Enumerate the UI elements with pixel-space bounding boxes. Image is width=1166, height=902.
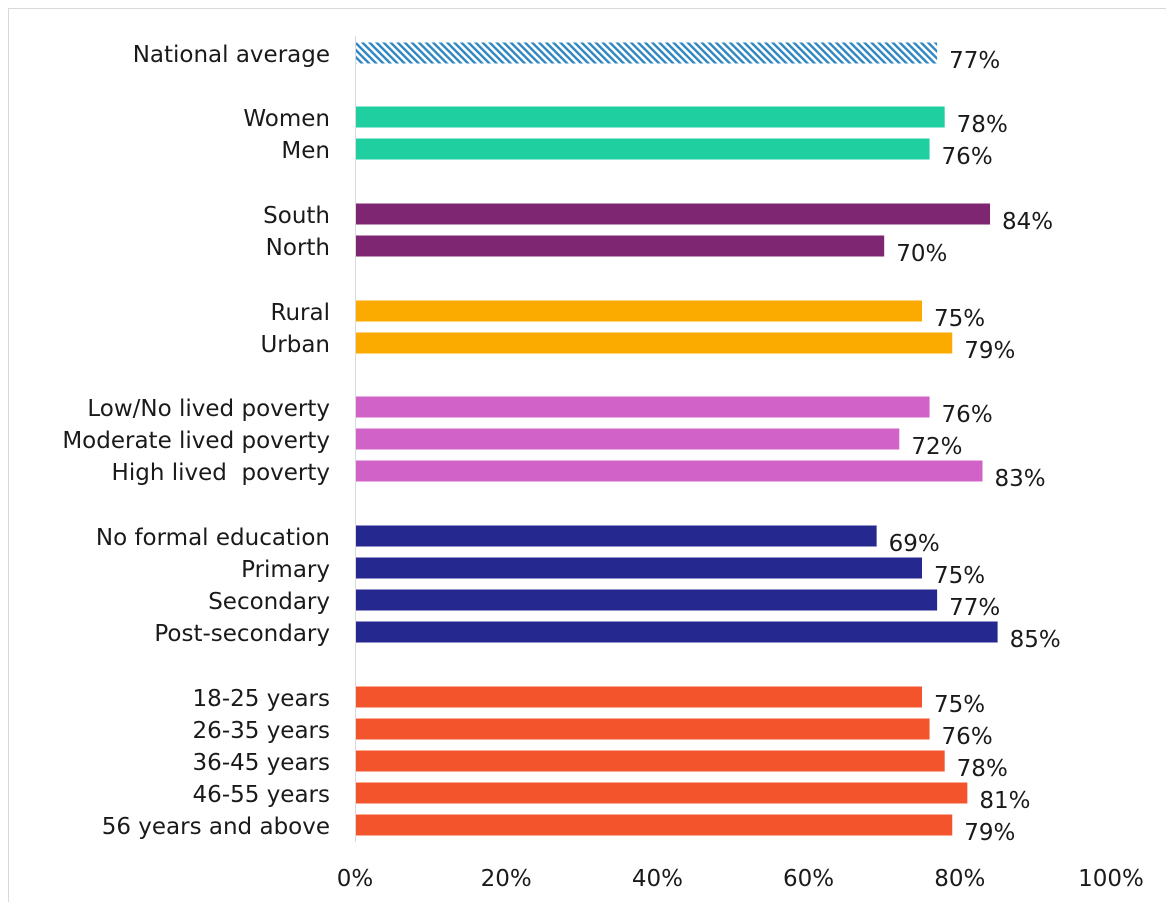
chart-frame [8,8,1166,902]
value-label-south: 84% [1002,209,1053,235]
bar-high-lived-poverty [356,460,983,482]
value-label-primary: 75% [934,563,985,589]
bar-urban [356,332,953,354]
bar-no-formal-education [356,525,877,547]
value-label-men: 76% [942,144,993,170]
bar-26-35-years [356,718,930,740]
x-tick-label: 100% [1078,866,1144,892]
bar-36-45-years [356,750,945,772]
category-label-north: North [266,235,330,261]
bar-rural [356,300,922,322]
value-label-rural: 75% [934,306,985,332]
value-label-north: 70% [896,241,947,267]
bar-national-average [356,42,938,64]
bar-post-secondary [356,621,998,643]
x-tick-label: 80% [934,866,985,892]
bar-north [356,235,885,257]
category-label-no-formal-education: No formal education [96,525,330,551]
value-label-secondary: 77% [949,595,1000,621]
value-label-46-55-years: 81% [979,788,1030,814]
category-label-26-35-years: 26-35 years [193,718,330,744]
category-label-moderate-lived-poverty: Moderate lived poverty [62,428,330,454]
category-label-low-no-lived-poverty: Low/No lived poverty [87,396,330,422]
category-label-women: Women [243,106,330,132]
x-tick-label: 60% [783,866,834,892]
bar-low-no-lived-poverty [356,396,930,418]
value-label-high-lived-poverty: 83% [994,466,1045,492]
category-label-secondary: Secondary [208,589,330,615]
category-label-46-55-years: 46-55 years [193,782,330,808]
bar-secondary [356,589,938,611]
category-label-primary: Primary [241,557,330,583]
bar-primary [356,557,922,579]
bar-46-55-years [356,782,968,804]
value-label-urban: 79% [964,338,1015,364]
bar-men [356,138,930,160]
x-tick-label: 40% [632,866,683,892]
category-label-high-lived-poverty: High lived poverty [112,460,330,486]
category-label-post-secondary: Post-secondary [154,621,330,647]
value-label-no-formal-education: 69% [889,531,940,557]
x-tick-labels: 0% 20% 40% 60% 80% 100% [337,866,1144,892]
value-label-women: 78% [957,112,1008,138]
category-labels: National average Women Men South North Rural U… [62,42,330,840]
value-label-26-35-years: 76% [942,724,993,750]
bar-18-25-years [356,686,922,708]
value-label-post-secondary: 85% [1010,627,1061,653]
bar-women [356,106,945,128]
value-label-low-no-lived-poverty: 76% [942,402,993,428]
category-label-56-years-and-above: 56 years and above [102,814,330,840]
value-labels: 77% 78% 76% 84% 70% 75% 79% 76% 72% 83% 69% 75% 77% 8… [889,48,1061,846]
value-label-36-45-years: 78% [957,756,1008,782]
category-label-rural: Rural [271,300,330,326]
value-label-national-average: 77% [949,48,1000,74]
category-label-south: South [263,203,330,229]
category-label-national-average: National average [133,42,330,68]
bars-layer [356,42,998,836]
category-label-urban: Urban [260,332,330,358]
bar-moderate-lived-poverty [356,428,900,450]
bar-56-years-and-above [356,814,953,836]
category-label-36-45-years: 36-45 years [193,750,330,776]
bar-south [356,203,991,225]
category-label-18-25-years: 18-25 years [193,686,330,712]
value-label-18-25-years: 75% [934,692,985,718]
category-label-men: Men [281,138,330,164]
x-tick-label: 0% [337,866,374,892]
value-label-56-years-and-above: 79% [964,820,1015,846]
value-label-moderate-lived-poverty: 72% [911,434,962,460]
x-tick-label: 20% [481,866,532,892]
